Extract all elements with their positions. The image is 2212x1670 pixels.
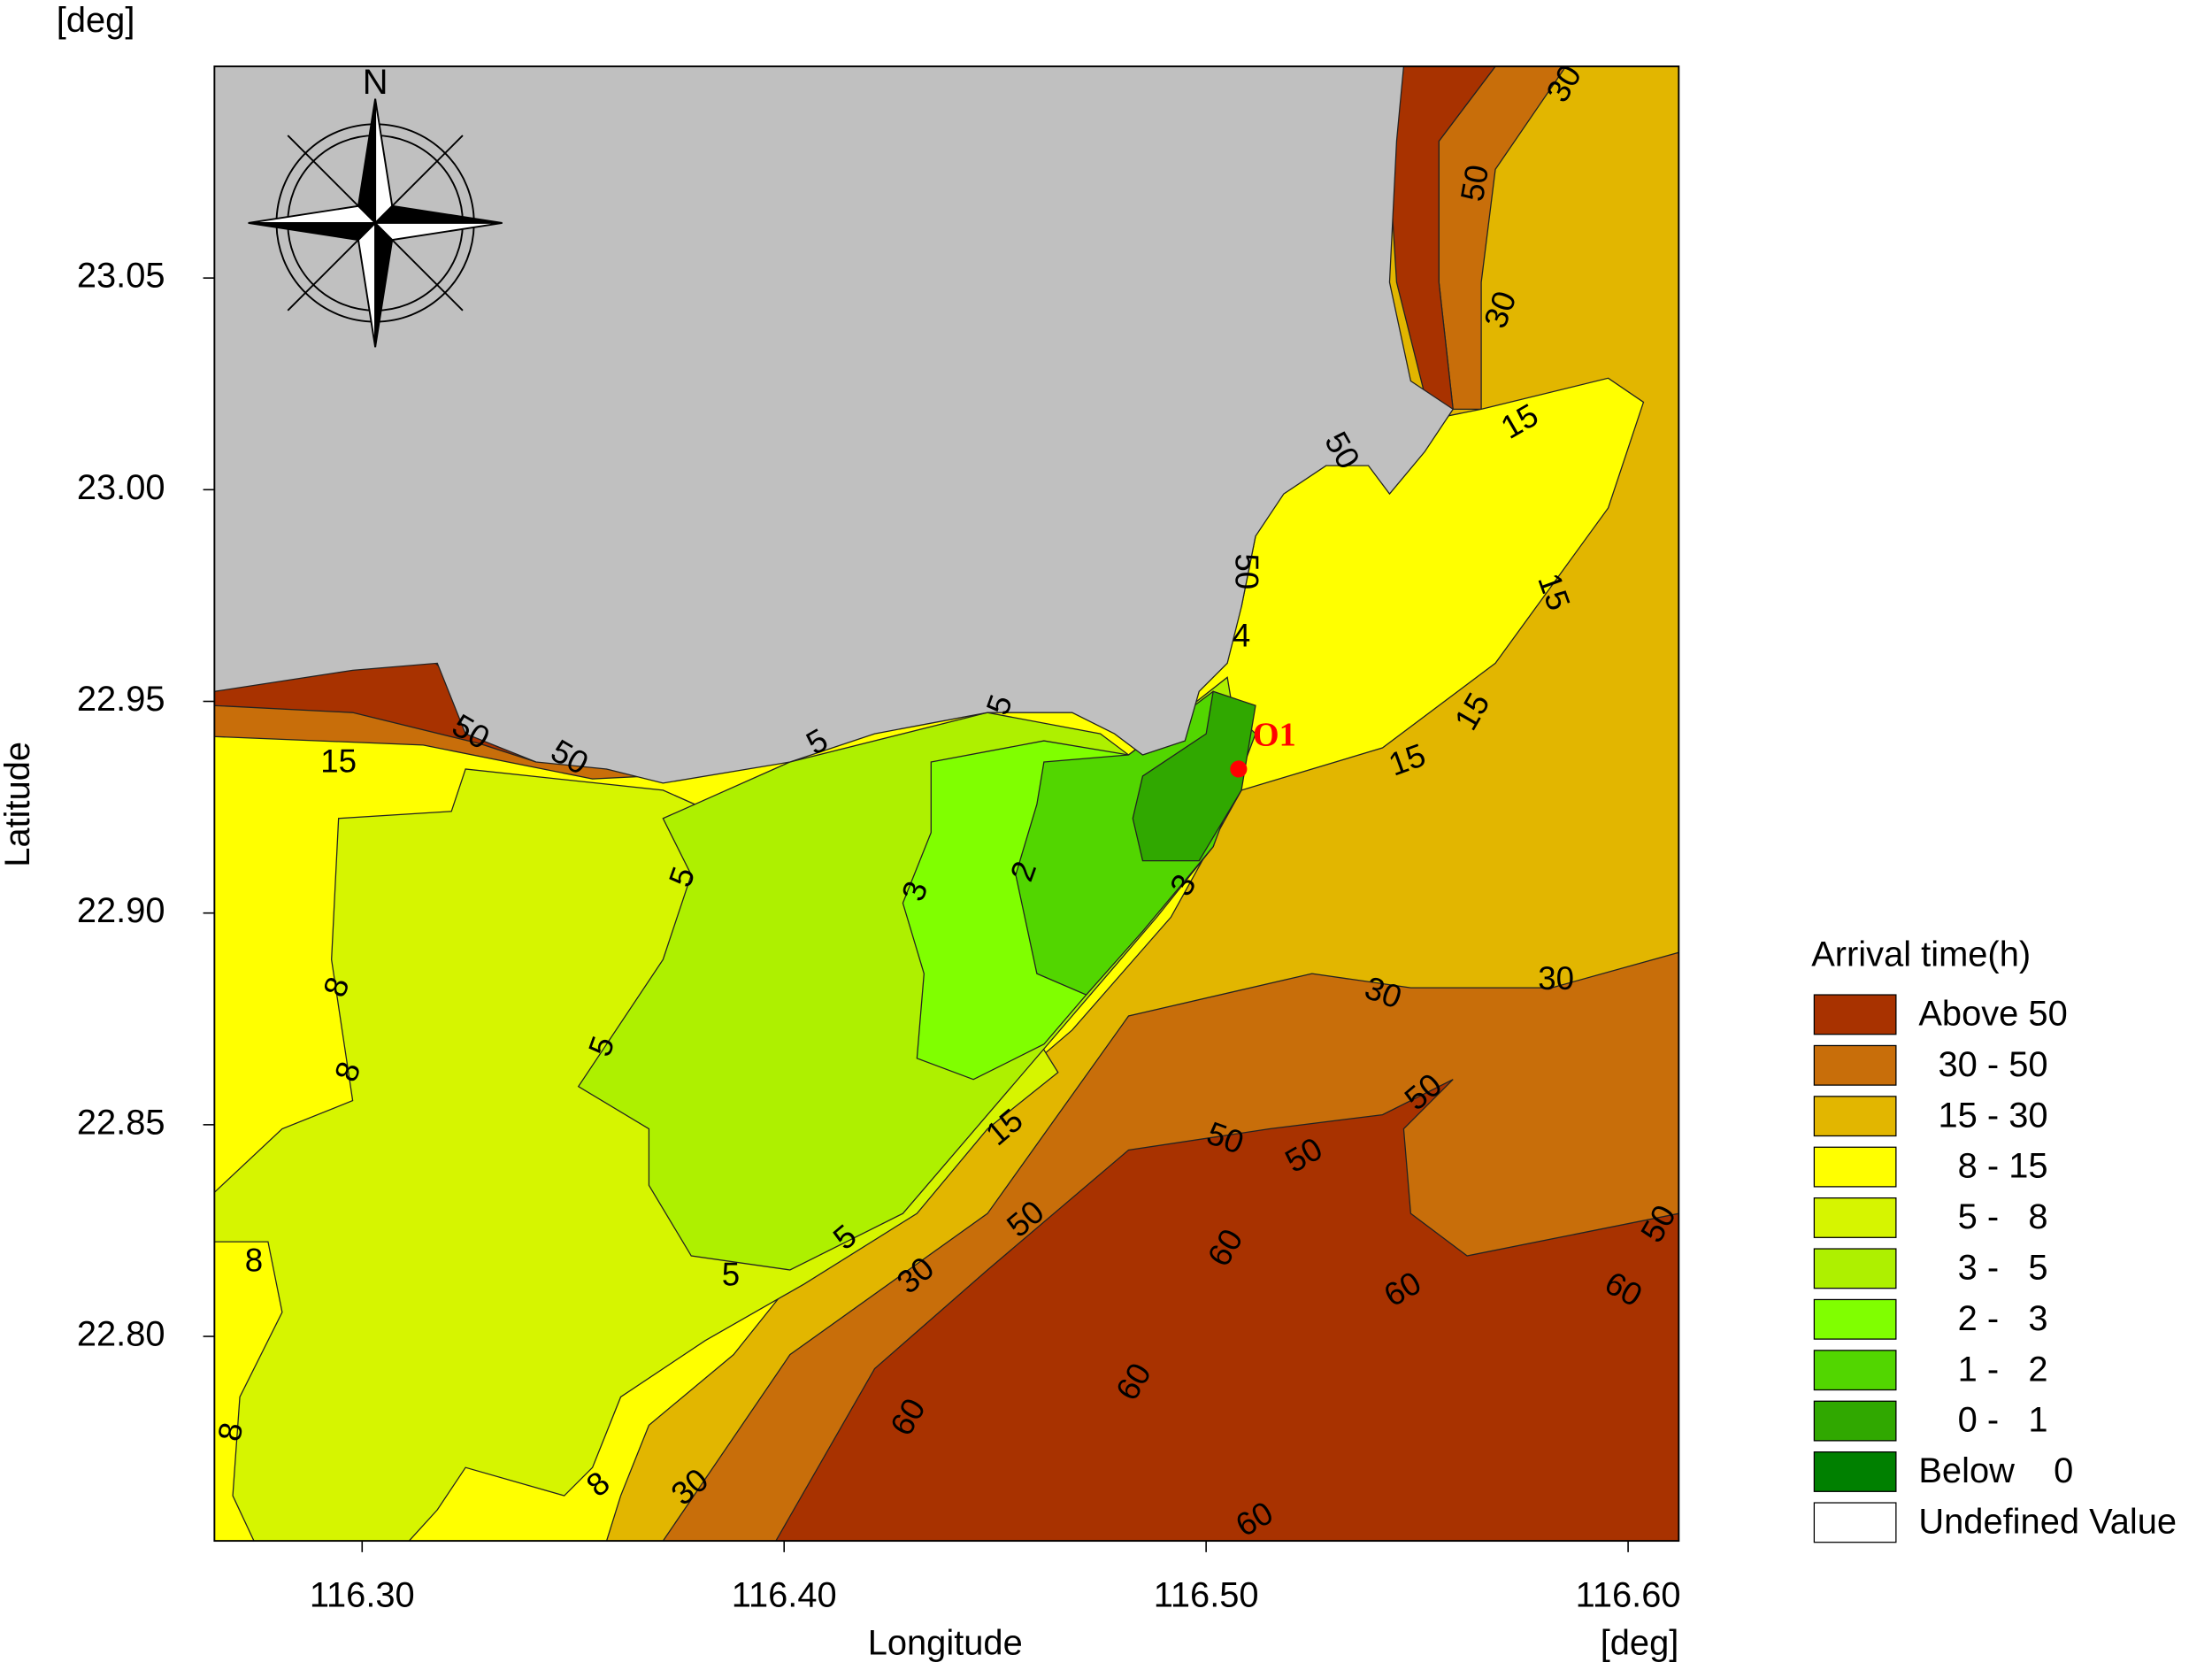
legend-title: Arrival time(h) [1811, 935, 2031, 974]
contour-label: 50 [1454, 162, 1495, 204]
compass: N [248, 63, 503, 348]
x-tick-label: 116.30 [310, 1575, 415, 1614]
legend-label: Above 50 [1918, 995, 2067, 1034]
y-tick-label: 22.95 [77, 680, 165, 719]
legend-swatch [1813, 1146, 1897, 1188]
arrival-zone [1132, 690, 1256, 862]
x-axis-label: Longitude [868, 1624, 1023, 1663]
y-tick-label: 22.85 [77, 1103, 165, 1142]
legend-label: 15 - 30 [1918, 1096, 2047, 1135]
legend-swatch [1813, 1400, 1897, 1442]
x-tick-label: 116.60 [1576, 1575, 1681, 1614]
compass-north: N [363, 63, 388, 102]
contour-label: 8 [245, 1243, 263, 1279]
legend-label: 2 - 3 [1918, 1299, 2047, 1338]
point-label: O1 [1253, 717, 1296, 754]
legend-label: 5 - 8 [1918, 1197, 2047, 1236]
legend-swatch [1813, 1298, 1897, 1340]
x-tick-label: 116.50 [1154, 1575, 1259, 1614]
legend-swatch [1813, 994, 1897, 1035]
y-axis-label: Latitude [0, 742, 37, 867]
legend-label: 0 - 1 [1918, 1401, 2047, 1440]
contour-label: 30 [1538, 960, 1574, 997]
contour-label: 50 [1229, 553, 1265, 589]
x-tick-label: 116.40 [732, 1575, 837, 1614]
y-tick-label: 22.90 [77, 891, 165, 930]
contour-label: 4 [1233, 617, 1250, 653]
contour-label: 5 [722, 1257, 740, 1293]
legend-label: 30 - 50 [1918, 1045, 2047, 1084]
regions [213, 65, 1679, 1542]
legend-label: Undefined Value [1918, 1502, 2177, 1541]
y-unit: [deg] [57, 1, 135, 40]
legend-swatch [1813, 1350, 1897, 1391]
x-unit: [deg] [1601, 1624, 1679, 1663]
legend-swatch [1813, 1197, 1897, 1238]
legend-label: 3 - 5 [1918, 1249, 2047, 1288]
legend-swatch [1813, 1451, 1897, 1492]
legend-label: Below 0 [1918, 1451, 2073, 1490]
plot-frame [213, 65, 1680, 1543]
legend-label: 8 - 15 [1918, 1147, 2047, 1186]
y-tick-label: 22.80 [77, 1315, 165, 1354]
legend-swatch [1813, 1096, 1897, 1137]
y-tick-label: 23.00 [77, 468, 165, 507]
legend-swatch [1813, 1044, 1897, 1086]
contour-label: 15 [320, 743, 357, 779]
y-tick-label: 23.05 [77, 257, 165, 296]
land [213, 65, 1455, 784]
legend-swatch [1813, 1502, 1897, 1543]
point-marker [1230, 760, 1248, 778]
legend-swatch [1813, 1248, 1897, 1289]
legend-label: 1 - 2 [1918, 1350, 2047, 1389]
